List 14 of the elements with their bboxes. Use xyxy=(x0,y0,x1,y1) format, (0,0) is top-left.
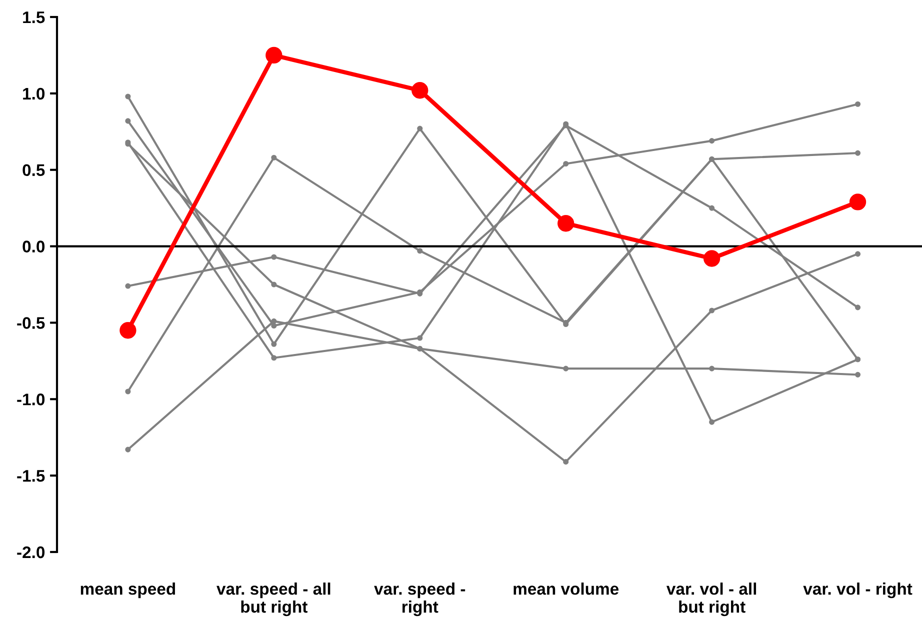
y-tick-label: 1.0 xyxy=(23,88,45,100)
y-tick-label: 1.5 xyxy=(23,12,45,24)
y-tick-label: 0.5 xyxy=(22,164,45,176)
x-tick-label: var. vol - all but right xyxy=(666,582,756,616)
y-tick-label: -0.5 xyxy=(17,317,45,329)
y-tick-label: -1.5 xyxy=(17,470,45,482)
x-tick-label: var. vol - right xyxy=(803,582,912,598)
y-tick-label: 0.0 xyxy=(22,240,45,252)
x-tick-label: mean volume xyxy=(514,582,619,595)
x-tick-label: mean speed xyxy=(80,582,176,598)
x-tick-label: var. speed - right xyxy=(374,582,466,616)
y-tick-label: -1.0 xyxy=(17,394,45,406)
y-tick-label: -2.0 xyxy=(17,546,45,558)
x-tick-label: var. speed - all but right xyxy=(216,582,330,616)
